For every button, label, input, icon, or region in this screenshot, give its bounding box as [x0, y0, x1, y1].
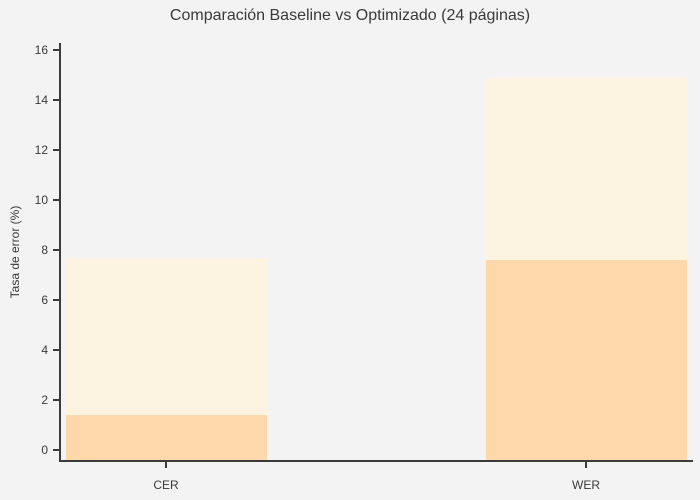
bar-optimizado-cer [65, 415, 267, 460]
y-tick-mark [53, 399, 59, 401]
y-tick-mark [53, 449, 59, 451]
chart-title: Comparación Baseline vs Optimizado (24 p… [169, 7, 531, 24]
y-tick-label: 12 [34, 143, 48, 157]
y-tick-label: 0 [41, 443, 48, 457]
y-tick-mark [53, 149, 59, 151]
y-tick-mark [53, 199, 59, 201]
x-tick-label-wer: WER [572, 478, 600, 492]
y-tick-label: 4 [41, 343, 48, 357]
y-tick-mark [53, 249, 59, 251]
x-tick-mark [585, 462, 587, 468]
y-tick-label: 2 [41, 393, 48, 407]
bar-optimizado-wer [485, 260, 687, 460]
y-tick-label: 14 [34, 93, 48, 107]
x-axis-spine [59, 460, 693, 462]
x-tick-mark [165, 462, 167, 468]
y-tick-mark [53, 299, 59, 301]
x-tick-label-cer: CER [153, 478, 179, 492]
y-axis-spine [59, 43, 61, 462]
y-tick-mark [53, 349, 59, 351]
y-tick-label: 6 [41, 293, 48, 307]
y-tick-label: 16 [34, 43, 48, 57]
y-tick-mark [53, 49, 59, 51]
y-tick-mark [53, 99, 59, 101]
y-tick-label: 10 [34, 193, 48, 207]
y-tick-label: 8 [41, 243, 48, 257]
